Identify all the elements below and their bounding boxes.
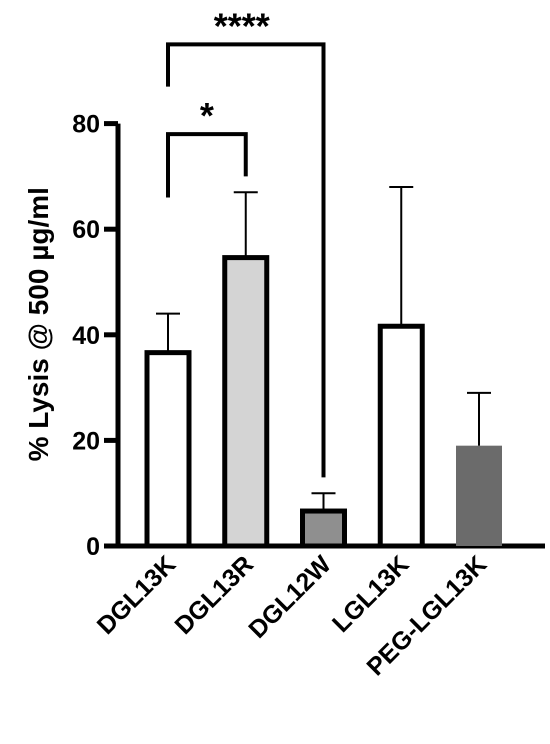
- significance-bracket-0: [166, 132, 248, 198]
- x-tick-label-dgl13k: DGL13K: [92, 550, 182, 640]
- bar-lgl13k: [377, 323, 425, 549]
- significance-bracket-1: [166, 42, 326, 478]
- bar-dgl13r: [222, 255, 270, 549]
- y-tick-label-60: 60: [72, 216, 100, 244]
- y-tick-label-20: 20: [72, 427, 100, 455]
- y-tick-label-80: 80: [72, 111, 100, 139]
- y-tick-label-0: 0: [86, 533, 100, 561]
- bar-dgl13k: [144, 350, 192, 549]
- significance-label-1: ****: [214, 5, 270, 46]
- bar-peg-lgl13k: [456, 445, 502, 546]
- bar-dgl12w: [300, 508, 347, 549]
- y-axis-label: % Lysis @ 500 µg/ml: [23, 187, 54, 461]
- bars: [144, 255, 502, 549]
- significance-label-0: *: [200, 95, 214, 136]
- error-bars: [156, 185, 491, 510]
- y-axis-label-group: % Lysis @ 500 µg/ml: [23, 187, 54, 461]
- x-tick-label-dgl12w: DGL12W: [243, 550, 337, 644]
- y-tick-label-40: 40: [72, 322, 100, 350]
- significance-annotations: *****: [166, 5, 326, 478]
